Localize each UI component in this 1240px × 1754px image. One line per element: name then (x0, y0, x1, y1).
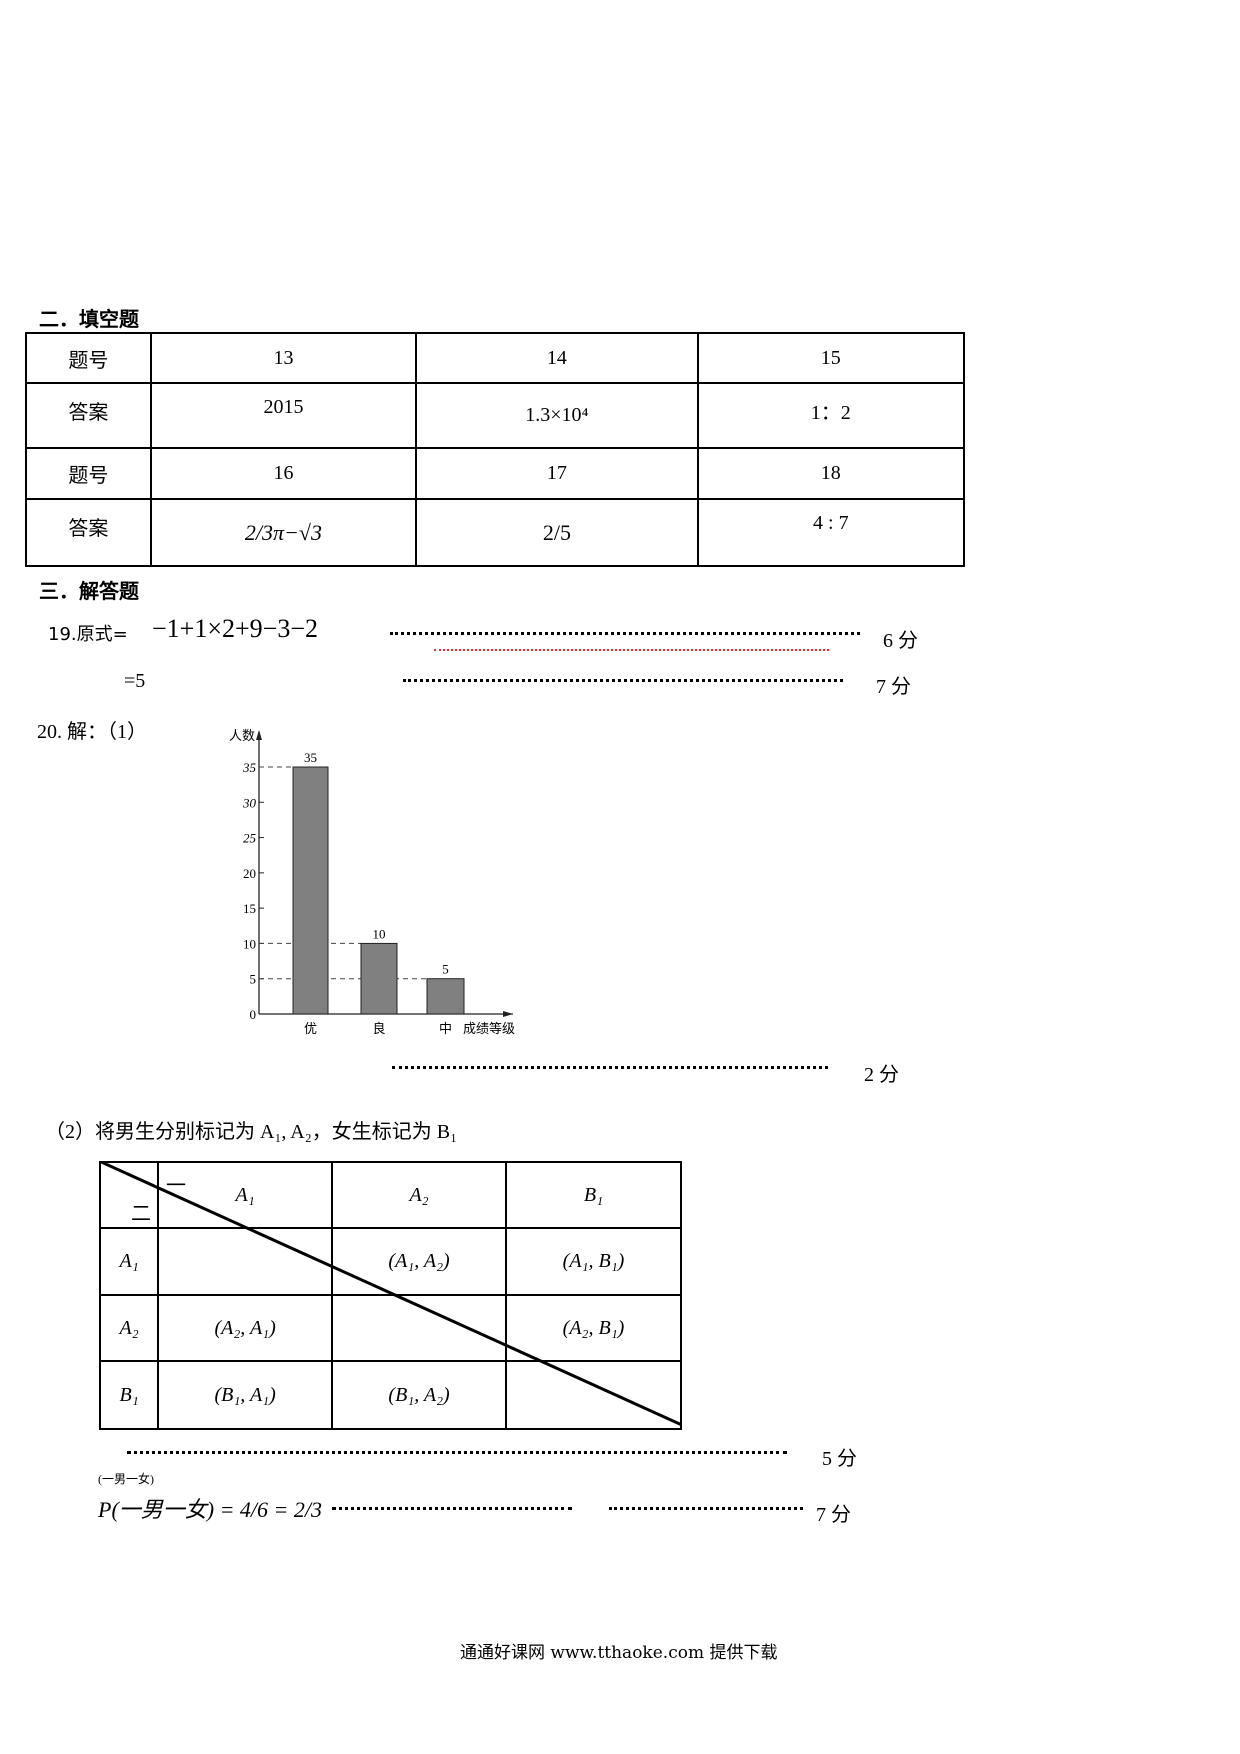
y-tick-label: 30 (242, 795, 257, 810)
cell (505, 1360, 682, 1430)
bar-优 (292, 766, 329, 1015)
score: 7 分 (876, 676, 911, 698)
q19-label: 19.原式= (48, 624, 128, 645)
row-label: 答案 (25, 382, 152, 449)
y-tick-label: 5 (250, 972, 257, 987)
section-heading-fill-blank: 二．填空题 (39, 307, 139, 331)
cell: 18 (696, 447, 966, 500)
cell: (A₂, B₁) (505, 1294, 682, 1362)
bar-中 (426, 978, 465, 1015)
answer-17: 2/5 (542, 519, 571, 545)
y-tick-label: 10 (243, 936, 256, 951)
corner-top: 一 (166, 1175, 186, 1197)
row-label: 答案 (25, 498, 152, 567)
y-tick-label: 15 (243, 901, 256, 916)
x-axis-arrow (503, 1011, 513, 1017)
cell: 13 (149, 332, 418, 384)
row-header: B₁ (98, 1360, 160, 1430)
q19-expression: −1+1×2+9−3−2 (152, 614, 318, 643)
score: 6 分 (883, 630, 918, 652)
cell (331, 1294, 508, 1362)
cell: 2015 (149, 382, 418, 449)
row-header: A₁ (98, 1227, 160, 1296)
answer-14: 1.3×10⁴ (525, 404, 589, 426)
y-tick-label: 25 (243, 831, 257, 846)
cell: 2/5 (415, 498, 699, 567)
cell: (B₁, A₂) (331, 1360, 508, 1430)
cell: (A₁, B₁) (505, 1227, 682, 1296)
cell: (B₁, A₁) (157, 1360, 334, 1430)
y-tick-label: 20 (243, 866, 256, 881)
corner-cell: 一 二 (98, 1161, 186, 1229)
y-tick-label: 35 (242, 760, 257, 775)
dot-leader (609, 1507, 803, 1510)
row-label: 题号 (25, 447, 152, 500)
dot-leader (127, 1451, 787, 1454)
score: 5 分 (822, 1448, 857, 1470)
cell: 1.3×10⁴ (415, 382, 699, 449)
x-tick-label: 良 (372, 1021, 385, 1036)
fill-blank-answer-table: 题号 13 14 15 答案 2015 1.3×10⁴ 1：2 题号 16 17… (25, 332, 966, 567)
footer-source: 通通好课网 www.tthaoke.com 提供下载 (460, 1643, 778, 1663)
q19-result: =5 (124, 670, 146, 692)
x-tick-label: 中 (439, 1021, 452, 1036)
dot-leader (403, 679, 843, 682)
y-axis-arrow (256, 730, 262, 740)
data-label: 5 (442, 962, 449, 977)
probability-formula: P(一男一女) = 4/6 = 2/3 (98, 1497, 323, 1522)
answer-16: 2/3π−√3 (244, 519, 322, 545)
row-header: A₂ (98, 1294, 160, 1362)
cell: 17 (415, 447, 699, 500)
data-label: 10 (373, 926, 386, 941)
cell: 1：2 (696, 382, 966, 449)
cell: 15 (696, 332, 966, 384)
probability-subscript: (一男一女) (98, 1472, 154, 1486)
col-header: B₁ (505, 1161, 682, 1229)
dot-leader (392, 1066, 828, 1069)
bar-良 (360, 942, 398, 1015)
cell: 16 (149, 447, 418, 500)
spellcheck-underline (434, 645, 829, 651)
cell: (A₁, A₂) (331, 1227, 508, 1296)
cell: 2/3π−√3 (149, 498, 418, 567)
section-heading-solutions: 三．解答题 (39, 579, 139, 603)
x-axis-label: 成绩等级 (463, 1021, 515, 1036)
x-tick-label: 优 (304, 1021, 317, 1036)
q20-intro: 20. 解：（1） (37, 721, 147, 743)
cell (157, 1227, 334, 1296)
y-axis-label: 人数 (229, 728, 255, 743)
score: 2 分 (864, 1064, 899, 1086)
data-label: 35 (304, 750, 317, 765)
dot-leader (390, 632, 860, 635)
score: 7 分 (816, 1504, 851, 1526)
row-label: 题号 (25, 332, 152, 384)
cell: (A₂, A₁) (157, 1294, 334, 1362)
q20-part2-text: （2）将男生分别标记为 A₁, A₂，女生标记为 B₁ (45, 1121, 458, 1143)
col-header: A₂ (331, 1161, 508, 1229)
cell: 14 (415, 332, 699, 384)
cell: 4 : 7 (696, 498, 966, 567)
y-tick-label: 0 (250, 1007, 257, 1022)
outcome-table: 一 二 A₁ A₂ B₁ A₁ (A₁, A₂) (A₁, B₁) A₂ (A₂… (98, 1161, 682, 1430)
dot-leader (332, 1507, 572, 1510)
corner-bottom: 二 (131, 1203, 151, 1225)
